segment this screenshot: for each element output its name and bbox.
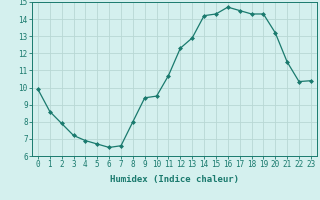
X-axis label: Humidex (Indice chaleur): Humidex (Indice chaleur) xyxy=(110,175,239,184)
